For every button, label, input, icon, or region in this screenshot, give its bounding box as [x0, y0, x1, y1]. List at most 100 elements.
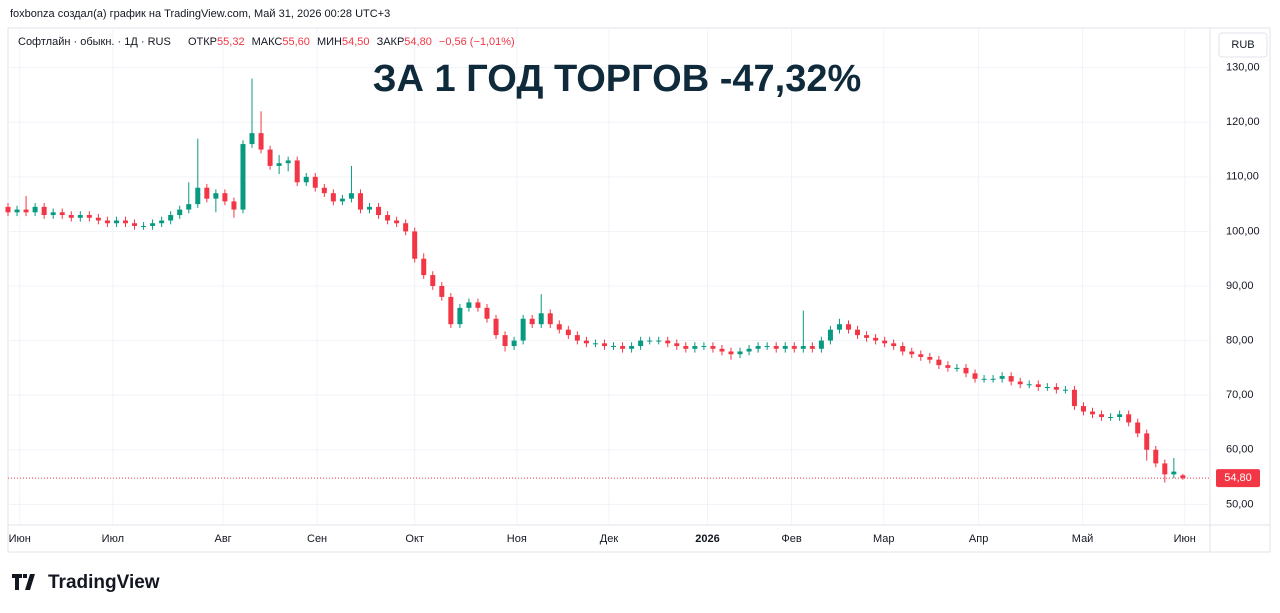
candle-body — [294, 160, 300, 183]
candle-body — [900, 346, 906, 352]
candle-body — [1144, 433, 1150, 450]
candle-body — [1062, 389, 1068, 391]
candle-body — [556, 324, 562, 330]
x-tick-label: Авг — [214, 533, 231, 545]
candle-body — [1071, 389, 1077, 407]
candle-body — [963, 367, 969, 374]
y-tick-label: 130,00 — [1226, 62, 1260, 74]
candle-body — [122, 220, 128, 224]
candle-body — [113, 220, 119, 224]
x-tick-label: Апр — [969, 533, 988, 545]
candle-body — [1108, 417, 1114, 419]
candle-body — [592, 343, 598, 345]
candle-body — [1099, 414, 1105, 418]
x-tick-label: 2026 — [695, 533, 719, 545]
candle-body — [845, 324, 851, 330]
x-tick-label: Сен — [307, 533, 327, 545]
candle-body — [68, 215, 74, 218]
x-tick-label: Окт — [405, 533, 424, 545]
candle-body — [159, 220, 165, 224]
candle-body — [50, 212, 56, 216]
logo-text: TradingView — [48, 572, 160, 593]
candle-body — [692, 346, 698, 349]
candle-body — [303, 176, 309, 183]
candle-body — [864, 335, 870, 338]
credit: foxbonza создал(а) график на TradingView… — [10, 8, 390, 20]
candle-body — [475, 302, 481, 308]
candle-body — [168, 215, 174, 221]
candle-body — [258, 133, 264, 150]
candle-body — [891, 343, 897, 347]
candle-body — [59, 212, 65, 216]
candle-body — [1180, 475, 1186, 479]
candle-body — [511, 340, 517, 347]
candle-body — [565, 329, 571, 336]
candle-body — [764, 346, 770, 348]
candle-body — [457, 307, 463, 325]
candle-body — [873, 337, 879, 341]
x-tick-label: Мар — [873, 533, 895, 545]
candle-body — [656, 340, 662, 342]
x-tick-label: Май — [1072, 533, 1094, 545]
candle-body — [601, 343, 607, 347]
candle-body — [782, 346, 788, 349]
x-tick-label: Дек — [600, 533, 619, 545]
candle-body — [1126, 414, 1132, 423]
candle-body — [23, 209, 29, 213]
currency-button[interactable] — [1218, 32, 1268, 58]
candle-body — [1090, 411, 1096, 415]
candle-body — [249, 133, 255, 145]
candle-body — [1171, 471, 1177, 475]
y-tick-label: 110,00 — [1226, 171, 1259, 183]
candle-body — [827, 329, 833, 341]
y-tick-label: 50,00 — [1226, 498, 1254, 510]
legend-label: МАКС — [252, 36, 283, 48]
candle-body — [701, 346, 707, 348]
candle-body — [583, 340, 589, 344]
candle-body — [466, 302, 472, 308]
candle-body — [710, 346, 716, 349]
candle-body — [683, 346, 689, 349]
candle-body — [981, 378, 987, 380]
candle-body — [213, 193, 219, 199]
candle-body — [1035, 384, 1041, 387]
candle-body — [1008, 376, 1014, 382]
candle-body — [990, 378, 996, 380]
x-tick-label: Июн — [1174, 533, 1196, 545]
candle-body — [321, 187, 327, 194]
legend-change: −0,56 (−1,01%) — [439, 36, 515, 48]
candle-body — [529, 318, 535, 325]
candle-body — [177, 209, 183, 216]
candle-body — [195, 187, 201, 205]
candle-body — [186, 204, 192, 210]
y-tick-label: 100,00 — [1226, 225, 1260, 237]
candle-body — [1026, 384, 1032, 386]
candle-body — [86, 215, 92, 218]
candle-body — [791, 346, 797, 349]
candle-body — [999, 376, 1005, 379]
currency[interactable]: RUB — [1231, 39, 1254, 51]
candle-body — [95, 217, 101, 221]
candle-body — [836, 324, 842, 330]
candle-body — [430, 275, 436, 286]
candle-body — [276, 163, 282, 166]
ohlc-legend: ОТКР55,32 МАКС55,60 МИН54,50 ЗАКР54,80 −… — [188, 36, 515, 48]
candle-body — [421, 258, 427, 276]
candle-body — [285, 160, 291, 164]
candle-body — [312, 176, 318, 188]
candle-body — [412, 231, 418, 259]
logo: TradingView — [12, 572, 160, 593]
candle-body — [909, 351, 915, 355]
legend-label: МИН — [317, 36, 342, 48]
chart-title: ЗА 1 ГОД ТОРГОВ -47,32% — [373, 58, 862, 100]
candle-body — [14, 209, 20, 213]
logo-icon — [12, 574, 35, 590]
last-price-badge — [1216, 469, 1260, 488]
y-tick-label: 120,00 — [1226, 116, 1260, 128]
candle-body — [1053, 386, 1059, 390]
candle-body — [204, 187, 210, 199]
candle-body — [746, 348, 752, 352]
candle-body — [32, 206, 38, 213]
candle-body — [1017, 381, 1023, 385]
candle-body — [231, 201, 237, 210]
